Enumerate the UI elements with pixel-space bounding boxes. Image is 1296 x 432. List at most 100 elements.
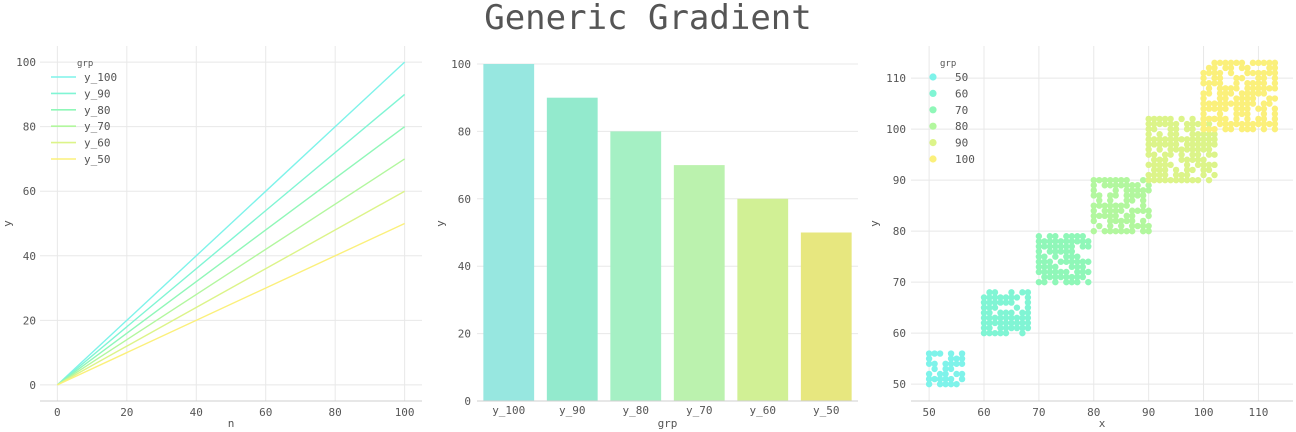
scatter-point-100	[1244, 115, 1251, 123]
scatter-point-70	[1074, 278, 1081, 286]
scatter-point-100	[1249, 120, 1257, 128]
scatter-point-100	[1255, 90, 1262, 97]
scatter-point-90	[1200, 146, 1207, 153]
scatter-point-80	[1090, 202, 1097, 209]
bar-x-tick-label: y_60	[750, 404, 777, 417]
scatter-point-70	[1035, 258, 1043, 265]
scatter-point-100	[1266, 59, 1273, 67]
scatter-point-100	[1238, 125, 1246, 133]
scatter-y-tick-label: 70	[893, 276, 906, 289]
scatter-point-90	[1205, 166, 1213, 174]
scatter-point-90	[1183, 125, 1191, 133]
scatter-point-100	[1200, 120, 1207, 128]
scatter-point-70	[1074, 258, 1081, 265]
line-x-tick-label: 80	[329, 406, 342, 419]
scatter-point-100	[1271, 69, 1279, 77]
scatter-point-100	[1205, 69, 1213, 77]
scatter-point-90	[1161, 115, 1169, 123]
scatter-point-70	[1057, 248, 1065, 255]
scatter-point-60	[980, 319, 988, 327]
scatter-point-60	[1008, 319, 1015, 327]
scatter-point-90	[1172, 136, 1180, 143]
scatter-point-80	[1112, 192, 1119, 199]
scatter-point-100	[1205, 90, 1213, 97]
scatter-point-80	[1101, 176, 1108, 184]
scatter-point-100	[1244, 95, 1251, 102]
scatter-x-tick-label: 50	[922, 406, 935, 419]
scatter-point-80	[1123, 182, 1130, 189]
line-legend-label-y-90: y_90	[84, 87, 111, 100]
scatter-point-90	[1156, 131, 1163, 138]
scatter-point-100	[1216, 85, 1224, 92]
scatter-point-90	[1167, 151, 1174, 158]
scatter-point-100	[1211, 105, 1218, 112]
scatter-point-90	[1156, 176, 1163, 184]
line-legend-label-y-50: y_50	[84, 153, 111, 166]
scatter-point-90	[1156, 136, 1163, 143]
scatter-point-90	[1205, 146, 1213, 153]
scatter-point-100	[1200, 95, 1207, 102]
scatter-point-80	[1101, 182, 1108, 189]
scatter-point-100	[1271, 74, 1279, 82]
scatter-point-60	[1013, 319, 1021, 327]
scatter-point-80	[1128, 207, 1136, 214]
scatter-point-70	[1079, 268, 1086, 276]
scatter-point-80	[1145, 222, 1152, 230]
scatter-point-60	[1002, 309, 1010, 316]
scatter-point-50	[931, 365, 938, 373]
scatter-point-70	[1079, 263, 1086, 271]
scatter-point-60	[997, 294, 1004, 301]
scatter-point-70	[1068, 253, 1076, 260]
scatter-point-70	[1046, 243, 1054, 250]
scatter-point-70	[1052, 273, 1059, 281]
scatter-point-100	[1211, 80, 1218, 87]
scatter-point-80	[1118, 182, 1125, 189]
scatter-legend-marker-70	[929, 106, 937, 114]
scatter-point-70	[1046, 258, 1054, 265]
scatter-point-70	[1041, 268, 1048, 276]
scatter-point-100	[1238, 110, 1246, 118]
scatter-point-80	[1090, 207, 1097, 214]
scatter-point-80	[1096, 176, 1103, 184]
scatter-point-90	[1156, 120, 1163, 128]
scatter-point-90	[1161, 151, 1169, 158]
scatter-point-90	[1172, 125, 1180, 133]
scatter-point-80	[1112, 207, 1119, 214]
scatter-point-100	[1260, 74, 1268, 82]
scatter-point-60	[1024, 309, 1032, 316]
scatter-point-70	[1052, 278, 1059, 286]
scatter-point-80	[1118, 176, 1125, 184]
scatter-point-80	[1139, 227, 1147, 235]
scatter-point-90	[1205, 176, 1213, 184]
scatter-point-70	[1074, 268, 1081, 276]
scatter-point-90	[1161, 166, 1169, 174]
scatter-point-80	[1145, 227, 1152, 235]
scatter-point-100	[1271, 105, 1279, 112]
scatter-x-tick-label: 80	[1087, 406, 1100, 419]
scatter-point-90	[1167, 141, 1174, 148]
scatter-point-100	[1249, 69, 1257, 77]
scatter-point-90	[1200, 166, 1207, 174]
scatter-point-50	[953, 355, 960, 362]
scatter-x-tick-label: 90	[1142, 406, 1155, 419]
scatter-point-90	[1211, 131, 1218, 138]
scatter-point-80	[1139, 217, 1147, 225]
scatter-point-80	[1139, 197, 1147, 204]
scatter-point-50	[925, 355, 933, 362]
scatter-point-100	[1205, 100, 1213, 107]
scatter-point-100	[1222, 115, 1229, 123]
scatter-point-70	[1085, 238, 1092, 245]
scatter-point-80	[1090, 192, 1097, 199]
scatter-point-70	[1035, 248, 1043, 255]
scatter-point-60	[980, 324, 988, 332]
scatter-point-100	[1211, 100, 1218, 107]
scatter-point-100	[1266, 85, 1273, 92]
scatter-point-80	[1107, 207, 1114, 214]
scatter-point-90	[1167, 131, 1174, 138]
scatter-point-90	[1178, 176, 1185, 184]
scatter-point-90	[1194, 141, 1202, 148]
scatter-point-100	[1249, 59, 1257, 67]
scatter-point-70	[1035, 278, 1043, 286]
scatter-point-70	[1068, 243, 1076, 250]
scatter-point-90	[1211, 151, 1218, 158]
